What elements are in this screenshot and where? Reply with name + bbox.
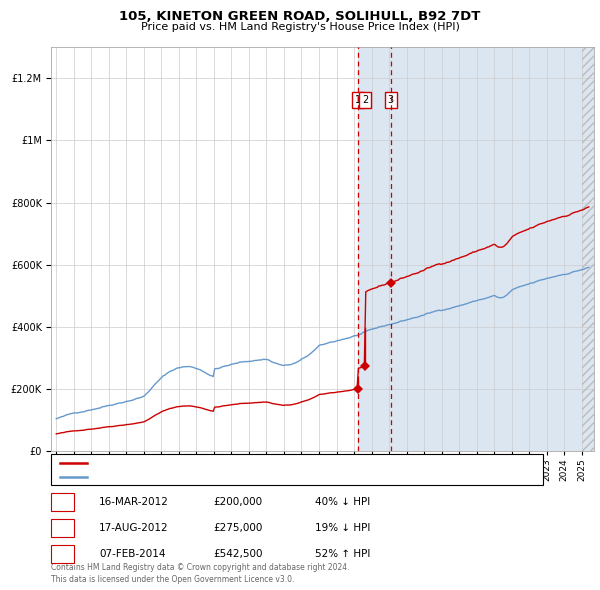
Bar (582, 47, 594, 451)
Text: 07-FEB-2014: 07-FEB-2014 (99, 549, 166, 559)
Text: 3: 3 (388, 95, 394, 105)
Text: 105, KINETON GREEN ROAD, SOLIHULL, B92 7DT (detached house): 105, KINETON GREEN ROAD, SOLIHULL, B92 7… (92, 458, 394, 467)
Text: 105, KINETON GREEN ROAD, SOLIHULL, B92 7DT: 105, KINETON GREEN ROAD, SOLIHULL, B92 7… (119, 10, 481, 23)
Text: £542,500: £542,500 (213, 549, 263, 559)
Text: 16-MAR-2012: 16-MAR-2012 (99, 497, 169, 507)
Text: 2: 2 (59, 523, 66, 533)
Text: This data is licensed under the Open Government Licence v3.0.: This data is licensed under the Open Gov… (51, 575, 295, 584)
Text: 1: 1 (355, 95, 361, 105)
Text: 17-AUG-2012: 17-AUG-2012 (99, 523, 169, 533)
Bar (358, 47, 600, 451)
Text: Contains HM Land Registry data © Crown copyright and database right 2024.: Contains HM Land Registry data © Crown c… (51, 563, 349, 572)
Text: Price paid vs. HM Land Registry's House Price Index (HPI): Price paid vs. HM Land Registry's House … (140, 22, 460, 32)
Text: 52% ↑ HPI: 52% ↑ HPI (315, 549, 370, 559)
Text: 3: 3 (59, 549, 66, 559)
Text: 19% ↓ HPI: 19% ↓ HPI (315, 523, 370, 533)
Text: HPI: Average price, detached house, Solihull: HPI: Average price, detached house, Soli… (92, 472, 292, 481)
Text: £200,000: £200,000 (213, 497, 262, 507)
Text: £275,000: £275,000 (213, 523, 262, 533)
Text: 40% ↓ HPI: 40% ↓ HPI (315, 497, 370, 507)
Text: 1: 1 (59, 497, 66, 507)
Text: 2: 2 (362, 95, 368, 105)
